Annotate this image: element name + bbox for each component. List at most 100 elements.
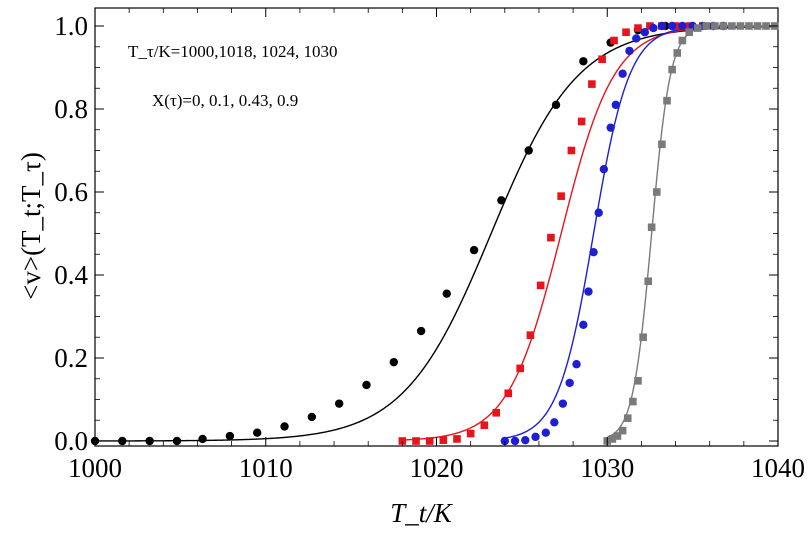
series-0-point <box>362 380 371 390</box>
data-points <box>90 21 779 446</box>
series-0-point <box>416 326 426 336</box>
series-2-point <box>640 28 650 37</box>
series-0-point <box>280 422 289 431</box>
x-axis-title: T_t/K <box>390 498 454 528</box>
series-1-point <box>526 331 535 339</box>
series-0-point <box>172 436 182 446</box>
x-tick-label: 1000 <box>68 453 122 483</box>
series-0-point <box>334 399 344 408</box>
series-1-point <box>504 389 513 398</box>
series-2-point <box>594 208 603 217</box>
series-0-point <box>442 289 451 298</box>
series-0-point <box>225 431 235 441</box>
series-1-point <box>536 281 545 290</box>
series-3-point <box>647 223 656 232</box>
series-1-point <box>557 192 565 200</box>
series-2-point <box>589 247 598 257</box>
series-2-point <box>550 418 559 427</box>
series-2-point <box>649 23 658 33</box>
series-0-point <box>118 436 127 446</box>
series-0-point <box>579 57 588 66</box>
series-3-point <box>618 426 627 435</box>
series-3-point <box>711 22 719 30</box>
series-2-point <box>521 435 530 445</box>
x-tick-label: 1030 <box>580 453 634 483</box>
series-1-point <box>412 437 420 445</box>
x-tick-label: 1020 <box>410 453 464 483</box>
series-1-point <box>598 55 606 63</box>
series-2-point <box>541 428 550 437</box>
fit-curve-2 <box>504 25 778 439</box>
annotation-temperatures: T_τ/K=1000,1018, 1024, 1030 <box>128 42 338 61</box>
series-1-point <box>492 408 501 417</box>
series-3-point <box>663 96 671 105</box>
series-3-point <box>753 22 762 30</box>
series-3-point <box>644 277 653 286</box>
x-tick-label: 1040 <box>751 453 805 483</box>
series-2-point <box>625 46 634 56</box>
series-3-point <box>745 22 753 30</box>
series-3-point <box>693 24 702 32</box>
series-3-point <box>719 22 728 30</box>
fit-curves <box>95 25 779 442</box>
series-3-point <box>629 397 637 406</box>
y-tick-label: 0.0 <box>54 426 88 456</box>
y-tick-label: 0.4 <box>54 260 88 290</box>
series-1-point <box>634 24 642 32</box>
series-0-point <box>551 100 561 110</box>
y-tick-label: 0.2 <box>54 343 88 373</box>
series-3-point <box>702 22 711 30</box>
series-2-point <box>678 21 687 31</box>
series-3-point <box>608 435 617 443</box>
series-1-point <box>466 429 475 438</box>
series-0-point <box>389 357 399 367</box>
y-axis-title: <v>(T_t;T_τ) <box>16 152 46 300</box>
series-0-point <box>469 245 479 255</box>
y-tick-label: 1.0 <box>54 11 88 41</box>
series-0-point <box>145 436 154 446</box>
plot-frame <box>94 7 779 447</box>
series-3-point <box>623 414 632 422</box>
series-2-point <box>657 21 667 31</box>
fit-curve-3 <box>606 25 778 439</box>
fit-curve-0 <box>95 25 779 442</box>
series-2-point <box>531 432 540 442</box>
series-0-point <box>253 428 262 437</box>
x-tick-label: 1010 <box>239 453 293 483</box>
y-tick-label: 0.6 <box>54 177 88 207</box>
series-3-point <box>639 333 647 342</box>
series-2-point <box>632 34 641 43</box>
series-2-point <box>667 21 677 31</box>
series-2-point <box>565 378 574 388</box>
series-3-point <box>762 22 770 30</box>
series-2-point <box>606 123 615 132</box>
series-2-point <box>510 436 520 446</box>
series-3-point <box>728 22 736 30</box>
series-1-point <box>610 36 618 45</box>
series-1-point <box>567 146 576 155</box>
series-3-point <box>652 188 661 196</box>
series-1-point <box>425 437 434 445</box>
annotation-x-tau: X(τ)=0, 0.1, 0.43, 0.9 <box>152 91 298 110</box>
series-3-point <box>673 49 682 57</box>
series-2-point <box>599 164 609 174</box>
series-2-point <box>579 320 588 329</box>
series-0-point <box>497 196 506 205</box>
series-0-point <box>524 146 533 155</box>
series-1-point <box>547 233 555 242</box>
series-1-point <box>453 435 461 443</box>
series-0-point <box>307 412 317 422</box>
y-tick-label: 0.8 <box>54 94 88 124</box>
series-2-point <box>572 360 581 369</box>
series-0-point <box>198 434 207 444</box>
series-1-point <box>577 117 586 126</box>
series-3-point <box>668 65 676 74</box>
series-2-point <box>618 69 627 78</box>
series-2-point <box>611 100 620 110</box>
series-3-point <box>634 377 642 385</box>
series-1-point <box>588 80 596 88</box>
series-1-point <box>622 28 630 37</box>
series-2-point <box>558 399 568 408</box>
